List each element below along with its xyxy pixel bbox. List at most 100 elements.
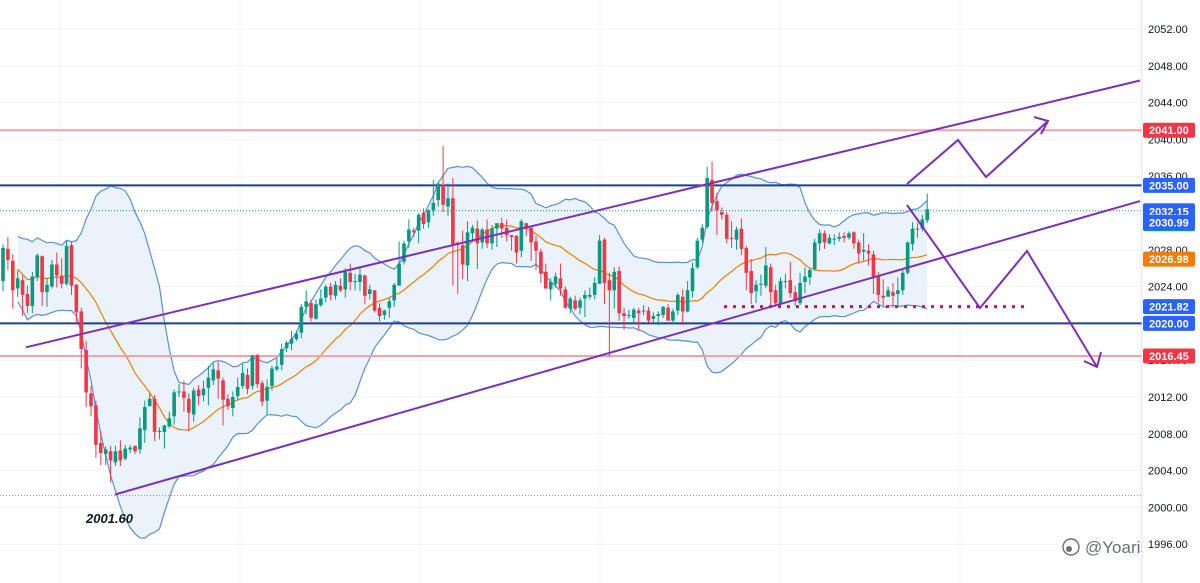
candle-body <box>54 264 59 276</box>
candle-body <box>744 247 749 273</box>
candle <box>847 231 851 240</box>
candle-body <box>871 254 876 278</box>
candle-body <box>411 230 416 233</box>
candle <box>578 297 582 315</box>
candle-body <box>353 281 357 283</box>
candle-body <box>231 397 235 409</box>
candle-body <box>602 239 607 283</box>
candle <box>710 161 714 212</box>
candle-body <box>852 232 856 244</box>
candle <box>548 278 553 301</box>
candle-body <box>519 221 524 251</box>
candle <box>270 365 274 391</box>
candle-body <box>221 380 225 400</box>
candle-body <box>206 377 211 388</box>
candle-body <box>475 228 480 244</box>
candle <box>275 358 279 372</box>
y-tick-label: 2044.00 <box>1148 98 1188 110</box>
bullish-projection-path <box>906 120 1049 185</box>
price-tag-label: 2030.99 <box>1149 217 1189 229</box>
price-tag-label: 2016.45 <box>1149 351 1189 363</box>
candle <box>632 307 636 325</box>
candle-body <box>392 284 396 301</box>
candle <box>15 270 20 297</box>
candle <box>387 297 392 318</box>
candle-body <box>773 290 778 304</box>
candle-body <box>827 237 832 244</box>
candle-body <box>255 354 260 385</box>
candle-body <box>900 272 905 291</box>
candle <box>172 389 176 425</box>
candle <box>421 208 426 229</box>
candle-body <box>651 316 656 319</box>
candle-body <box>69 245 74 286</box>
candle-body <box>382 310 387 316</box>
candle-body <box>152 398 157 432</box>
candle <box>54 252 59 288</box>
candle <box>99 431 103 466</box>
candle-body <box>558 278 563 289</box>
candle <box>211 362 216 386</box>
candle <box>113 445 118 466</box>
candle-body <box>6 248 10 260</box>
candle-body <box>113 451 118 463</box>
price-tag-label: 2041.00 <box>1149 125 1189 137</box>
candle-body <box>612 271 617 291</box>
candle-body <box>499 223 504 229</box>
candle-body <box>720 212 724 215</box>
candle <box>705 167 709 229</box>
candle-body <box>812 242 817 270</box>
candle <box>636 307 641 331</box>
candle <box>367 284 372 300</box>
candle <box>925 193 930 224</box>
candle-body <box>270 368 274 386</box>
candle-body <box>333 284 338 296</box>
candle-body <box>617 270 621 314</box>
candle-body <box>676 294 680 311</box>
candle-body <box>524 223 529 227</box>
candle <box>592 277 597 300</box>
candle-body <box>245 374 250 389</box>
candle <box>460 230 465 280</box>
candle-body <box>89 393 93 407</box>
candle-body <box>788 280 793 294</box>
candle-body <box>59 275 64 284</box>
bearish-arrow-head <box>1083 351 1102 369</box>
candle <box>651 312 656 324</box>
candle <box>856 239 861 264</box>
candle-body <box>1 247 5 282</box>
candle <box>108 445 113 483</box>
candle <box>10 254 15 309</box>
candle <box>294 330 299 341</box>
candle <box>314 299 318 320</box>
candle <box>279 343 284 371</box>
candle-body <box>25 293 30 306</box>
candle <box>808 268 812 285</box>
candle-body <box>548 282 553 290</box>
candle-body <box>265 386 269 401</box>
candle-body <box>632 309 636 318</box>
candle-body <box>856 242 861 254</box>
candle <box>6 236 10 271</box>
candle <box>416 213 421 244</box>
candle <box>177 384 181 397</box>
y-tick-label: 2000.00 <box>1148 502 1188 514</box>
candle-body <box>583 294 587 299</box>
candles-layer <box>1 145 930 483</box>
candle <box>793 285 797 306</box>
price-tag-background <box>1143 177 1195 193</box>
candle-body <box>138 428 142 450</box>
candle-body <box>289 339 294 344</box>
candle <box>661 305 665 318</box>
candle-body <box>866 250 871 254</box>
candle-body <box>45 284 49 293</box>
candle-body <box>509 235 514 237</box>
candle-body <box>641 310 646 312</box>
candle-body <box>451 198 455 245</box>
price-tag-background <box>1143 122 1195 138</box>
candle <box>309 299 313 322</box>
candle <box>597 235 602 284</box>
price-tag-background <box>1143 348 1195 364</box>
